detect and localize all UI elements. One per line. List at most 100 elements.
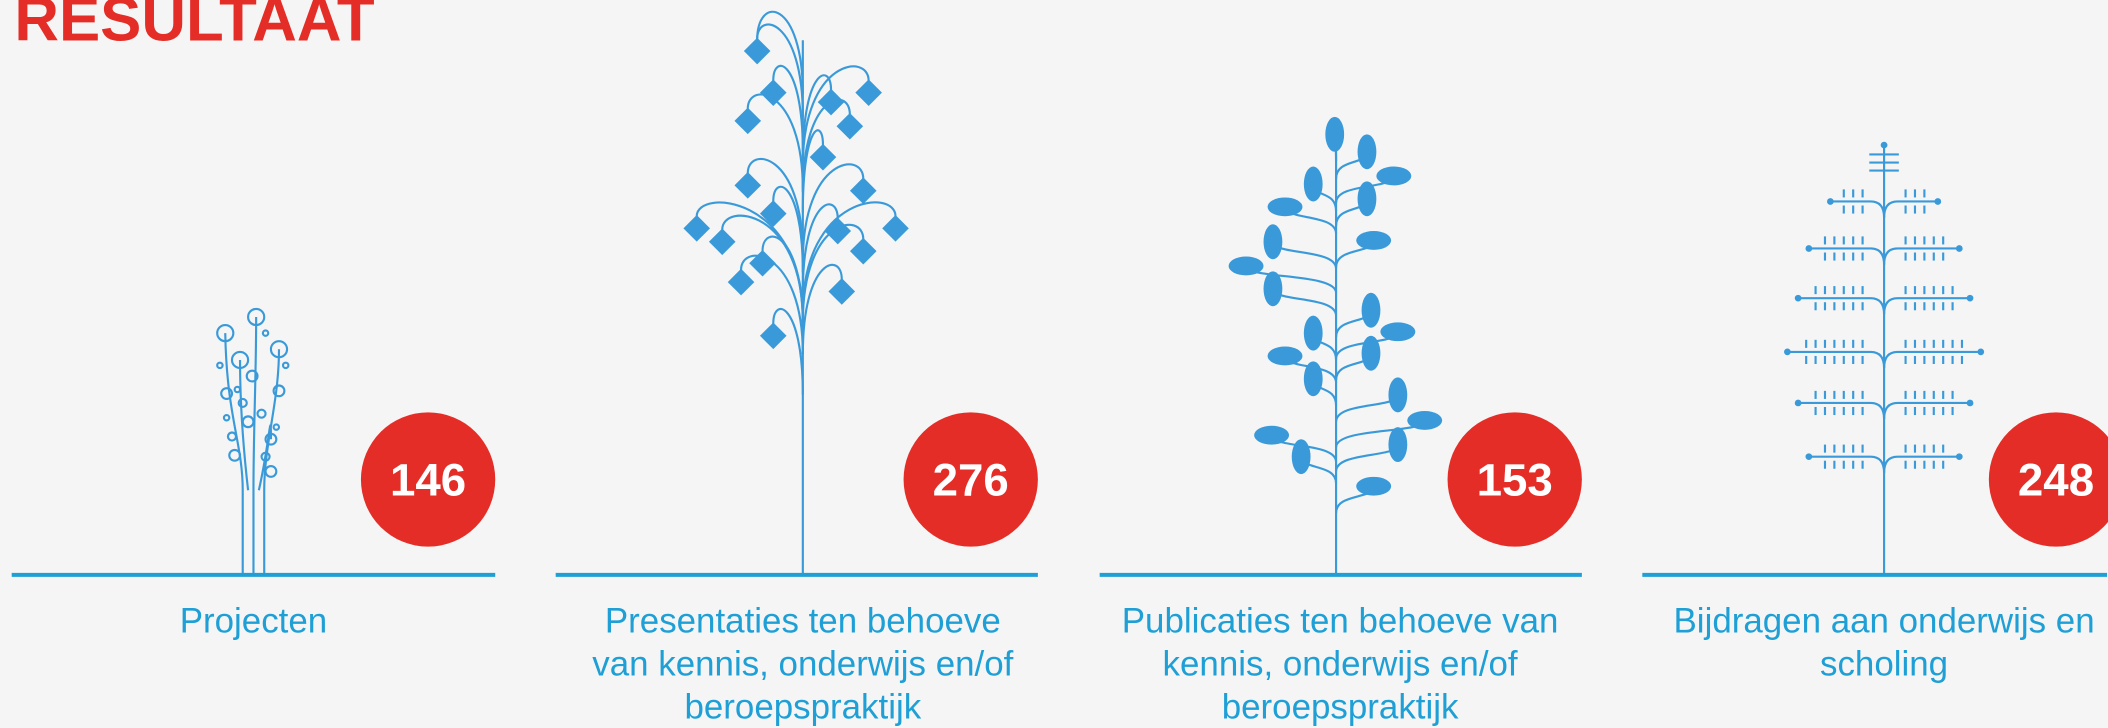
frond-tip xyxy=(1934,198,1941,205)
leaf xyxy=(1358,181,1377,216)
branch xyxy=(748,94,803,189)
ring xyxy=(239,399,247,407)
branch xyxy=(773,187,803,273)
diamond xyxy=(850,238,877,265)
ring xyxy=(243,416,254,427)
diamond xyxy=(709,228,736,255)
leaf xyxy=(1358,134,1377,169)
item-label: Projecten xyxy=(180,602,327,641)
ring xyxy=(224,415,229,420)
leaf xyxy=(1356,231,1391,250)
frond xyxy=(1798,403,1884,419)
count-value: 276 xyxy=(933,455,1009,506)
leaf xyxy=(1362,336,1381,371)
frond xyxy=(1884,298,1970,314)
leaf xyxy=(1304,316,1323,351)
leaf xyxy=(1229,257,1264,276)
frond-tip xyxy=(1795,295,1802,302)
item-label: Publicaties ten behoeve van xyxy=(1122,602,1559,641)
leaf xyxy=(1264,271,1283,306)
frond xyxy=(1830,201,1884,217)
ring xyxy=(235,387,240,392)
leaf xyxy=(1376,167,1411,186)
diamond xyxy=(837,113,864,140)
frond xyxy=(1809,457,1884,473)
frond-tip xyxy=(1806,245,1813,252)
frond-tip xyxy=(1967,400,1974,407)
leaf xyxy=(1254,426,1289,445)
count-value: 248 xyxy=(2018,455,2094,506)
frond xyxy=(1884,248,1959,264)
frond-tip xyxy=(1806,453,1813,460)
diamond xyxy=(760,79,787,106)
ring xyxy=(257,410,265,418)
tip xyxy=(1881,142,1888,149)
leaf xyxy=(1304,167,1323,202)
ring xyxy=(266,466,277,477)
ring xyxy=(228,433,236,441)
infographic: RESULTAAT 146 Projecten 276 Presentaties te… xyxy=(0,0,2108,728)
item-label: beroepspraktijk xyxy=(1222,688,1459,727)
diamond xyxy=(734,108,761,135)
branch xyxy=(803,265,842,354)
diamond xyxy=(734,172,761,199)
branch xyxy=(773,66,803,152)
ring xyxy=(274,424,279,429)
count-value: 153 xyxy=(1477,455,1553,506)
ring xyxy=(263,330,268,335)
leaf xyxy=(1362,293,1381,328)
frond xyxy=(1798,298,1884,314)
branch xyxy=(763,237,803,327)
leaf xyxy=(1388,427,1407,462)
frond-tip xyxy=(1956,453,1963,460)
leaf xyxy=(1388,377,1407,412)
branch xyxy=(803,66,869,166)
leaf xyxy=(1407,411,1442,430)
item-label: beroepspraktijk xyxy=(684,688,921,727)
leaf xyxy=(1292,439,1311,474)
diamond xyxy=(683,215,710,242)
diamond xyxy=(882,215,909,242)
frond xyxy=(1884,201,1938,217)
frond-tip xyxy=(1795,400,1802,407)
panels: 146 Projecten 276 Presentaties ten behoeve v… xyxy=(12,412,2108,726)
frond xyxy=(1809,248,1884,264)
title: RESULTAAT xyxy=(14,0,375,54)
item-label: van kennis, onderwijs en/of xyxy=(592,645,1013,684)
branch xyxy=(1273,289,1336,316)
diamond xyxy=(810,144,837,171)
frond-tip xyxy=(1827,198,1834,205)
frond xyxy=(1884,457,1959,473)
diamond xyxy=(828,278,855,305)
item-label: scholing xyxy=(1820,645,1948,684)
ring xyxy=(217,363,222,368)
diamond xyxy=(855,79,882,106)
frond xyxy=(1787,352,1884,368)
diamond xyxy=(760,322,787,349)
frond-tip xyxy=(1956,245,1963,252)
diamond xyxy=(850,177,877,204)
branch xyxy=(773,309,803,395)
diamond xyxy=(728,269,755,296)
page: RESULTAAT 146 Projecten 276 Presentaties te… xyxy=(0,0,2108,728)
ring xyxy=(283,363,288,368)
leaf xyxy=(1268,347,1303,366)
diamond xyxy=(749,250,776,277)
ring xyxy=(229,450,240,461)
leaf xyxy=(1268,197,1303,216)
branch xyxy=(697,202,803,317)
item-label: Bijdragen aan onderwijs en xyxy=(1674,602,2095,641)
leaf xyxy=(1264,224,1283,259)
item-label: kennis, onderwijs en/of xyxy=(1163,645,1518,684)
frond xyxy=(1884,403,1970,419)
diamond xyxy=(744,38,771,65)
branch xyxy=(1273,242,1336,269)
item-label: Presentaties ten behoeve xyxy=(605,602,1001,641)
leaf xyxy=(1325,117,1344,152)
leaf xyxy=(1380,322,1415,341)
frond-tip xyxy=(1967,295,1974,302)
diamond xyxy=(824,218,851,245)
frond-tip xyxy=(1784,349,1791,356)
branch xyxy=(1336,445,1398,472)
count-value: 146 xyxy=(390,455,466,506)
